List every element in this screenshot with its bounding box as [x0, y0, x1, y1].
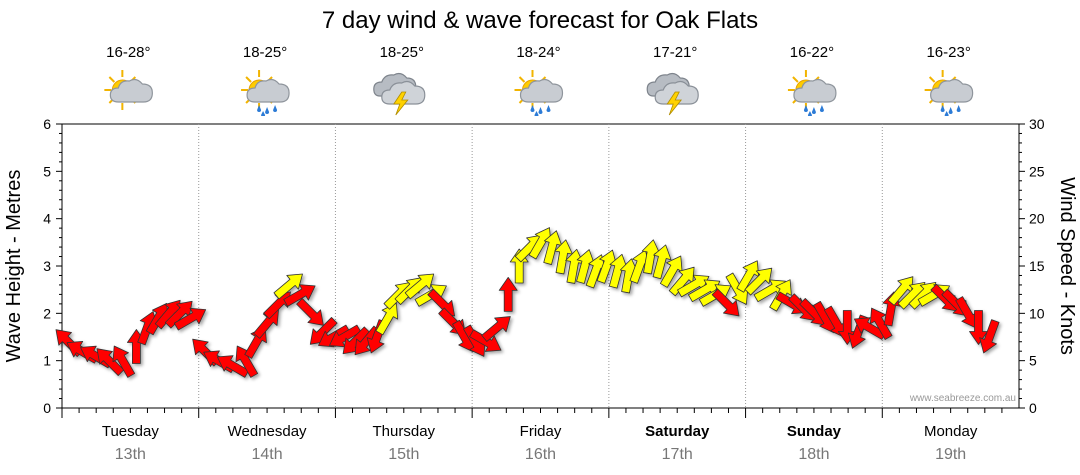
- wind-arrow: [296, 298, 324, 326]
- chart-title: 7 day wind & wave forecast for Oak Flats: [322, 7, 758, 34]
- day-name-label: Thursday: [373, 423, 436, 440]
- plot-border: [61, 123, 1020, 409]
- left-axis-title: Wave Height - Metres: [3, 170, 25, 363]
- left-tick-label: 4: [43, 211, 51, 227]
- left-tick-label: 0: [43, 400, 51, 416]
- day-temperature: 17-21°: [653, 44, 697, 61]
- left-tick-label: 1: [43, 353, 51, 369]
- day-date-label: 14th: [252, 446, 283, 463]
- day-temperature: 16-22°: [790, 44, 834, 61]
- day-gridlines: [198, 124, 883, 408]
- right-tick-label: 0: [1029, 400, 1037, 416]
- day-date-label: 13th: [115, 446, 146, 463]
- wind-arrow: [173, 307, 207, 331]
- day-labels: Tuesday 13th Wednesday 14th Thursday 15th Frid…: [61, 408, 1003, 463]
- wind-arrow: [375, 302, 399, 336]
- day-date-label: 15th: [388, 446, 419, 463]
- day-name-label: Wednesday: [228, 423, 307, 440]
- day-name-label: Monday: [924, 423, 978, 440]
- wind-arrow: [869, 307, 893, 340]
- wind-arrow: [283, 284, 316, 307]
- right-tick-label: 30: [1029, 116, 1045, 132]
- partly-cloudy-icon: [103, 69, 153, 111]
- wind-arrow: [216, 355, 250, 378]
- thunderstorm-icon: [373, 72, 426, 116]
- wind-arrow: [469, 329, 502, 352]
- day-temperature: 18-24°: [516, 44, 560, 61]
- day-name-label: Friday: [520, 423, 562, 440]
- wind-arrow: [112, 345, 136, 378]
- wind-arrow: [481, 316, 511, 342]
- day-date-label: 16th: [525, 446, 556, 463]
- wind-arrow: [744, 267, 773, 296]
- left-tick-label: 5: [43, 163, 51, 179]
- day-temperature: 16-28°: [106, 44, 150, 61]
- plot-area: 0 1 2 3 4 5 6 0 5 10 15 20 25 30 www.seabreeze.com.a…: [43, 116, 1045, 416]
- right-tick-label: 5: [1029, 353, 1037, 369]
- day-name-label: Tuesday: [102, 423, 159, 440]
- wind-arrow: [404, 273, 435, 300]
- wind-arrow: [253, 309, 279, 339]
- showers-icon: [240, 69, 290, 116]
- right-tick-label: 20: [1029, 211, 1045, 227]
- showers-icon: [786, 69, 837, 116]
- day-temperature: 16-23°: [926, 44, 970, 61]
- right-axis-title: Wind Speed - Knots: [1056, 177, 1078, 355]
- day-name-label: Sunday: [787, 423, 842, 440]
- day-date-label: 17th: [662, 446, 693, 463]
- day-date-label: 18th: [798, 446, 829, 463]
- left-tick-label: 6: [43, 116, 51, 132]
- left-axis-ticks: 0 1 2 3 4 5 6: [43, 116, 62, 416]
- right-axis-ticks: 0 5 10 15 20 25 30: [1019, 116, 1045, 416]
- left-tick-label: 2: [43, 305, 51, 321]
- wind-arrow: [498, 276, 518, 312]
- wind-arrow: [711, 288, 740, 317]
- wind-arrows: [55, 227, 1000, 378]
- day-temperature: 18-25°: [243, 44, 287, 61]
- wind-arrow: [652, 244, 672, 280]
- wind-arrow: [273, 273, 303, 300]
- day-temperature: 18-25°: [380, 44, 424, 61]
- showers-icon: [513, 69, 564, 116]
- weather-row: 16-28° 18-25° 18-25° 18-24° 17-21° 16-22° 16-2…: [103, 44, 974, 116]
- right-tick-label: 25: [1029, 163, 1045, 179]
- wind-arrow: [96, 348, 125, 376]
- day-date-label: 19th: [935, 446, 966, 463]
- thunderstorm-icon: [646, 72, 699, 116]
- watermark: www.seabreeze.com.au: [909, 393, 1016, 404]
- day-name-label: Saturday: [645, 423, 710, 440]
- wind-arrow: [969, 310, 988, 345]
- right-tick-label: 15: [1029, 258, 1045, 274]
- showers-icon: [923, 69, 974, 116]
- left-tick-label: 3: [43, 258, 51, 274]
- right-tick-label: 10: [1029, 305, 1045, 321]
- wind-arrow: [979, 319, 1000, 354]
